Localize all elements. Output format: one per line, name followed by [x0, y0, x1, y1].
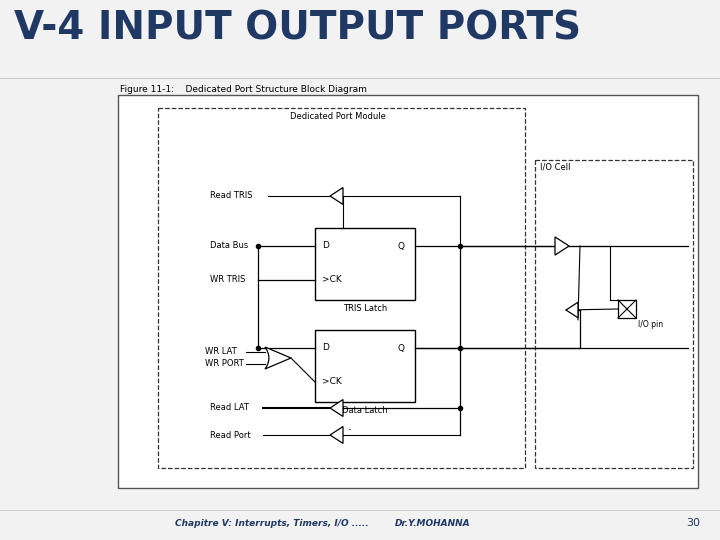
Text: Dr.Y.MOHANNA: Dr.Y.MOHANNA — [395, 518, 471, 528]
Text: WR TRIS: WR TRIS — [210, 275, 246, 285]
Bar — [118, 95, 698, 488]
Text: Chapitre V: Interrupts, Timers, I/O .....: Chapitre V: Interrupts, Timers, I/O ....… — [175, 518, 369, 528]
Polygon shape — [566, 302, 578, 318]
Text: I/O pin: I/O pin — [638, 320, 663, 329]
Text: Read TRIS: Read TRIS — [210, 192, 253, 200]
Polygon shape — [265, 347, 291, 369]
Text: Data Bus: Data Bus — [210, 241, 248, 251]
Text: D: D — [322, 241, 329, 251]
Polygon shape — [555, 237, 569, 255]
Text: .: . — [348, 421, 352, 434]
Text: Read Port: Read Port — [210, 430, 251, 440]
Bar — [158, 108, 525, 468]
Text: Read LAT: Read LAT — [210, 403, 249, 413]
Text: Q: Q — [397, 343, 404, 353]
Text: D: D — [322, 343, 329, 353]
Polygon shape — [330, 427, 343, 443]
Text: WR LAT: WR LAT — [205, 348, 237, 356]
Text: Figure 11-1:    Dedicated Port Structure Block Diagram: Figure 11-1: Dedicated Port Structure Bl… — [120, 85, 367, 94]
Text: TRIS Latch: TRIS Latch — [343, 304, 387, 313]
Bar — [535, 160, 693, 468]
Text: Data Latch: Data Latch — [342, 406, 388, 415]
Polygon shape — [330, 187, 343, 205]
Text: Dedicated Port Module: Dedicated Port Module — [290, 112, 386, 121]
Polygon shape — [330, 400, 343, 416]
Text: V-4 INPUT OUTPUT PORTS: V-4 INPUT OUTPUT PORTS — [14, 10, 581, 48]
Bar — [315, 330, 415, 402]
Text: WR PORT: WR PORT — [205, 360, 244, 368]
Bar — [618, 300, 636, 318]
Text: >CK: >CK — [322, 275, 342, 285]
Text: I/O Cell: I/O Cell — [540, 163, 570, 172]
Text: 30: 30 — [686, 518, 700, 528]
Bar — [315, 228, 415, 300]
Text: Q: Q — [397, 241, 404, 251]
Text: >CK: >CK — [322, 377, 342, 387]
